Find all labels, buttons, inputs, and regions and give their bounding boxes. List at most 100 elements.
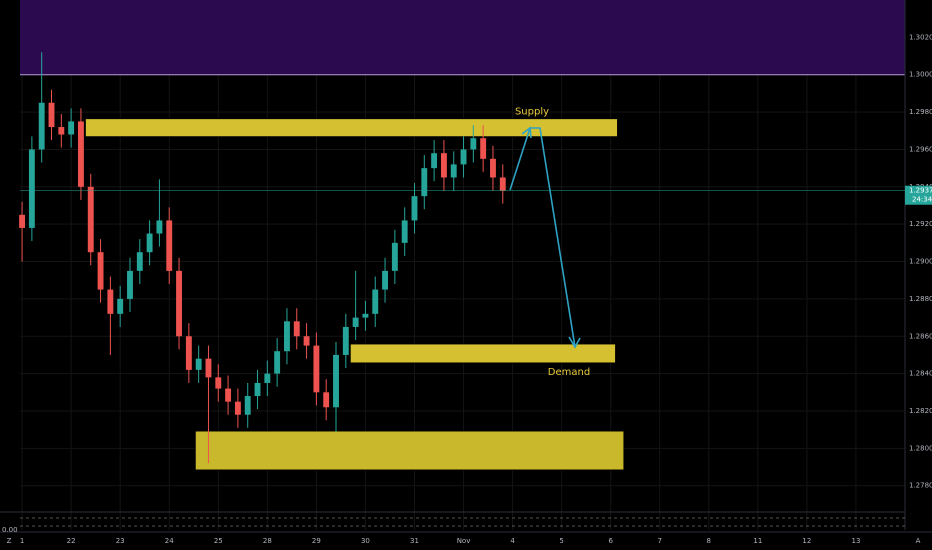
y-tick-label: 1.28400 — [909, 370, 932, 378]
zones: Supply Demand — [84, 107, 625, 471]
arrow-head — [568, 336, 581, 349]
candle-body — [215, 377, 222, 389]
x-tick-label: 22 — [67, 537, 76, 545]
x-tick-label: 4 — [510, 537, 515, 545]
zone-label: Demand — [548, 367, 590, 378]
shaded-region — [20, 0, 905, 75]
x-tick-label: 7 — [658, 537, 662, 545]
candle-body — [313, 345, 320, 393]
x-tick-label: 8 — [707, 537, 711, 545]
x-tick-label: 30 — [361, 537, 370, 545]
candle-body — [362, 313, 369, 318]
y-tick-label: 1.30000 — [909, 71, 932, 79]
candle-body — [195, 358, 202, 370]
candle-body — [391, 242, 398, 271]
x-tick-label: 12 — [802, 537, 811, 545]
candle-body — [293, 321, 300, 337]
candle-body — [127, 270, 133, 299]
arrow-head — [521, 126, 532, 139]
candle-body — [77, 121, 84, 187]
candle-body — [470, 138, 477, 150]
y-tick-label: 1.28200 — [909, 407, 932, 415]
x-tick-label: Nov — [457, 537, 471, 545]
candle-body — [58, 127, 65, 135]
candle-body — [107, 289, 114, 314]
x-tick-label: 28 — [263, 537, 272, 545]
x-tick-label: 5 — [559, 537, 563, 545]
x-tick-label: 31 — [410, 537, 419, 545]
candle-body — [303, 336, 310, 346]
candle-body — [352, 317, 359, 327]
candle-body — [480, 138, 487, 159]
axes: 1.302001.300001.298001.296001.294001.292… — [20, 33, 932, 545]
x-tick-label: 29 — [312, 537, 321, 545]
y-tick-label: 1.29800 — [909, 108, 932, 116]
candle-body — [411, 196, 418, 221]
candle-body — [48, 102, 55, 128]
zone-label: Supply — [515, 107, 549, 118]
candle-body — [87, 186, 94, 253]
y-tick-label: 1.28800 — [909, 295, 932, 303]
shade-layer — [20, 0, 905, 76]
countdown-label: 24:34 — [912, 196, 932, 204]
x-tick-label: 13 — [851, 537, 860, 545]
left-button[interactable]: Z — [7, 537, 12, 545]
candle-body — [136, 252, 143, 271]
candle-body — [244, 396, 251, 415]
candle-body — [146, 233, 153, 253]
y-tick-label: 1.27800 — [909, 482, 932, 490]
candle-body — [185, 336, 192, 370]
y-tick-label: 1.29000 — [909, 258, 932, 266]
candle-body — [323, 392, 330, 408]
candle-body — [284, 321, 290, 352]
x-tick-label: 23 — [116, 537, 125, 545]
candles — [19, 52, 506, 464]
candle-body — [372, 289, 379, 314]
y-tick-label: 1.30200 — [909, 33, 932, 41]
oscillator-label: 0.00 — [2, 526, 18, 534]
candle-body — [333, 354, 339, 408]
candle-body — [28, 149, 35, 228]
zone — [194, 430, 625, 471]
candle-body — [440, 153, 447, 178]
candle-body — [460, 149, 467, 165]
candle-body — [225, 388, 232, 402]
zone — [84, 118, 619, 138]
candle-body — [431, 153, 438, 169]
right-button[interactable]: A — [916, 537, 921, 545]
candle-body — [450, 164, 457, 178]
candle-body — [205, 358, 212, 378]
candle-body — [38, 102, 45, 150]
last-price-tag — [905, 185, 932, 205]
zone — [349, 343, 617, 364]
candle-body — [254, 382, 261, 397]
candle-body — [166, 220, 173, 271]
y-tick-label: 1.28600 — [909, 332, 932, 340]
candle-body — [274, 351, 281, 374]
y-tick-label: 1.29600 — [909, 145, 932, 153]
projection-arrow — [509, 127, 576, 348]
x-tick-label: 25 — [214, 537, 223, 545]
candle-body — [117, 298, 124, 314]
candle-body — [68, 121, 75, 135]
candle-body — [401, 220, 408, 243]
candle-body — [234, 401, 241, 415]
x-tick-label: 24 — [165, 537, 174, 545]
candle-body — [342, 326, 349, 355]
last-price-label: 1.29379 — [909, 187, 932, 195]
candle-body — [490, 158, 496, 178]
x-tick-label: 6 — [608, 537, 613, 545]
candle-body — [176, 270, 182, 337]
candle-body — [499, 177, 506, 191]
y-tick-label: 1.28000 — [909, 444, 932, 452]
y-tick-label: 1.29200 — [909, 220, 932, 228]
candle-body — [19, 214, 26, 228]
candle-body — [264, 373, 271, 383]
candle-body — [97, 252, 104, 290]
candle-body — [421, 168, 428, 197]
candle-body — [156, 220, 163, 234]
candle-body — [382, 270, 388, 290]
x-tick-label: 1 — [20, 537, 24, 545]
x-tick-label: 11 — [753, 537, 762, 545]
